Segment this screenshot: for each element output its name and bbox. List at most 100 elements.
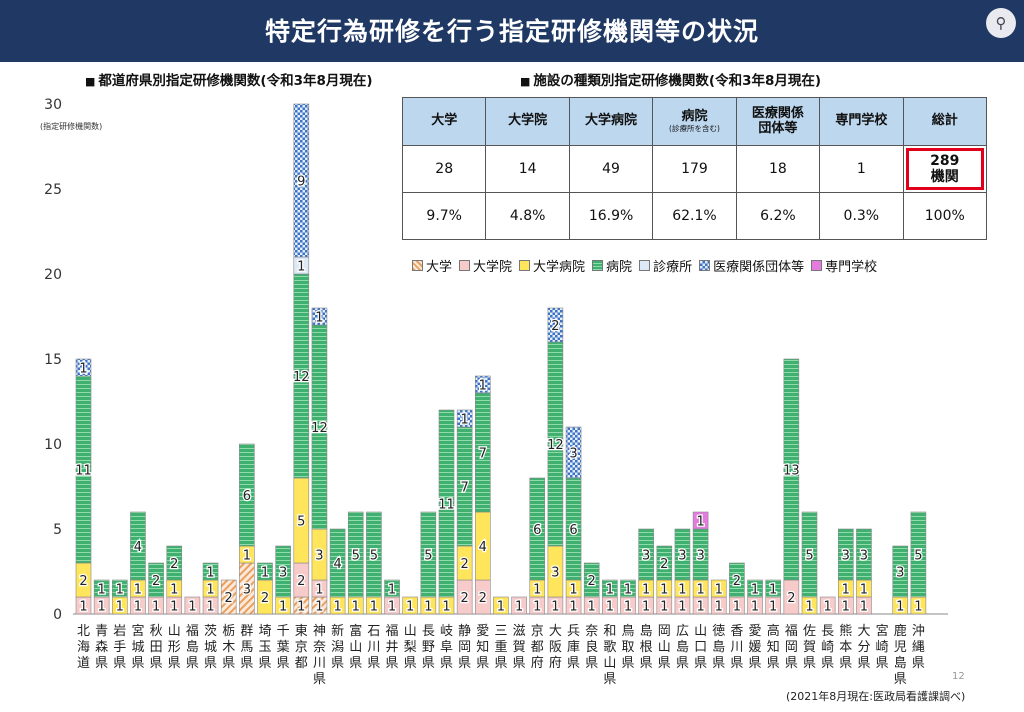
bar-value-label: 4 — [479, 540, 487, 555]
bar-value-label: 1 — [515, 600, 523, 615]
bar-value-label: 2 — [588, 574, 596, 589]
table-count-row: 28 14 49 179 18 1 289 機関 — [401, 145, 988, 193]
x-tick-label: 宮城県 — [131, 623, 144, 671]
x-tick-label: 愛知県 — [476, 624, 489, 671]
x-tick-label: 三重県 — [494, 624, 507, 671]
bar-segment — [366, 511, 382, 598]
bar-value-label: 1 — [751, 600, 759, 615]
x-tick-label: 山梨県 — [404, 624, 417, 671]
y-tick-label: 15 — [44, 352, 62, 368]
table-header-row: 大学 大学院 大学病院 病院 (診療所を含む) 医療関係 団体等 専門学校 総計 — [401, 97, 988, 146]
table-header-0: 大学 — [401, 97, 487, 146]
bar-segment — [765, 579, 782, 598]
header-banner: 特定行為研修を行う指定研修機関等の状況 ⚲ — [0, 0, 1024, 62]
bar-value-label: 5 — [424, 549, 432, 564]
x-tick-label: 徳島県 — [712, 624, 725, 671]
bar-value-label: 1 — [824, 600, 832, 615]
bar-value-label: 1 — [370, 600, 378, 615]
percent-cell-6: 100% — [902, 192, 988, 240]
x-tick-label: 新潟県 — [331, 623, 344, 671]
bar-value-label: 1 — [533, 583, 541, 598]
x-tick-label: 長崎県 — [821, 624, 834, 671]
bar-value-label: 11 — [75, 464, 92, 479]
bar-value-label: 1 — [206, 566, 214, 581]
bar-value-label: 1 — [860, 583, 868, 598]
bar-value-label: 5 — [370, 549, 378, 564]
bar-value-label: 2 — [461, 557, 469, 572]
x-tick-label: 岡山県 — [658, 624, 671, 671]
table-header-5: 専門学校 — [819, 97, 904, 146]
bar-segment — [456, 409, 473, 428]
bar-value-label: 1 — [170, 583, 178, 598]
bar-value-label: 1 — [406, 600, 414, 615]
bar-value-label: 1 — [660, 583, 668, 598]
bar-value-label: 1 — [206, 583, 214, 598]
bar-segment — [547, 307, 564, 343]
bar-segment — [529, 477, 546, 581]
x-tick-label: 鳥取県 — [621, 624, 634, 671]
bar-value-label: 1 — [315, 311, 323, 326]
bar-value-label: 9 — [297, 175, 305, 190]
bar-value-label: 1 — [333, 600, 341, 615]
bar-segment — [710, 579, 727, 598]
bar-segment — [257, 562, 273, 581]
percent-cell-5: 0.3% — [819, 192, 904, 240]
bar-segment — [910, 511, 927, 598]
bar-segment — [819, 596, 836, 615]
bar-value-label: 1 — [388, 600, 396, 615]
bar-value-label: 1 — [914, 600, 922, 615]
legend-swatch — [412, 260, 423, 271]
x-tick-label: 富山県 — [349, 623, 362, 671]
bar-value-label: 4 — [134, 540, 142, 555]
bar-value-label: 2 — [170, 557, 178, 572]
bar-value-label: 1 — [98, 600, 106, 615]
bar-value-label: 1 — [751, 583, 759, 598]
x-tick-label: 群馬県 — [240, 624, 253, 671]
bar-value-label: 5 — [805, 549, 813, 564]
bar-value-label: 1 — [188, 600, 196, 615]
bar-value-label: 1 — [297, 600, 305, 615]
bar-segment — [438, 409, 455, 598]
lens-search-icon[interactable]: ⚲ — [986, 8, 1016, 38]
bar-value-label: 7 — [461, 481, 469, 496]
bar-value-label: 1 — [569, 583, 577, 598]
x-tick-label: 静岡県 — [458, 624, 471, 671]
bar-value-label: 2 — [152, 574, 160, 589]
bar-value-label: 2 — [733, 574, 741, 589]
legend-item: 専門学校 — [811, 256, 877, 275]
bar-value-label: 1 — [606, 600, 614, 615]
bar-value-label: 1 — [642, 600, 650, 615]
bar-segment — [184, 596, 201, 615]
bar-segment — [130, 511, 146, 581]
x-tick-label: 和歌山県 — [603, 624, 616, 687]
bar-segment — [837, 528, 854, 581]
bar-segment — [801, 511, 818, 598]
x-tick-label: 福島県 — [186, 624, 199, 671]
legend-item: 診療所 — [639, 256, 692, 275]
x-tick-label: 島根県 — [640, 624, 653, 671]
x-tick-label: 滋賀県 — [513, 624, 526, 671]
bar-value-label: 1 — [243, 549, 251, 564]
bar-value-label: 1 — [261, 566, 269, 581]
bar-value-label: 3 — [896, 566, 904, 581]
bar-value-label: 2 — [261, 591, 269, 606]
bar-value-label: 1 — [715, 600, 723, 615]
bar-segment — [384, 579, 400, 598]
x-tick-label: 高知県 — [767, 623, 780, 671]
x-tick-label: 栃木県 — [222, 624, 235, 671]
bar-value-label: 1 — [352, 600, 360, 615]
x-tick-label: 兵庫県 — [567, 624, 580, 671]
table-header-2: 大学病院 — [568, 97, 654, 146]
bar-value-label: 3 — [642, 549, 650, 564]
x-tick-label: 福岡県 — [785, 624, 798, 671]
bar-segment — [75, 358, 92, 377]
bar-segment — [747, 579, 763, 598]
bar-value-label: 2 — [660, 557, 668, 572]
bar-segment — [311, 307, 328, 326]
bar-value-label: 1 — [588, 600, 596, 615]
bar-value-label: 1 — [696, 583, 704, 598]
percent-cell-3: 62.1% — [652, 192, 737, 240]
bar-value-label: 2 — [461, 591, 469, 606]
legend-item: 病院 — [592, 256, 632, 275]
